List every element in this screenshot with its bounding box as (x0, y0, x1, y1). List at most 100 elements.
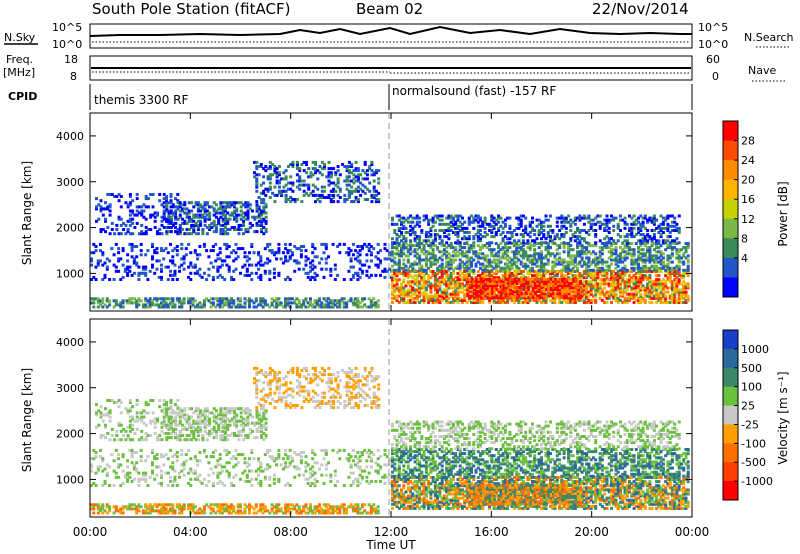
power-cell (185, 215, 189, 219)
power-cell (126, 299, 130, 303)
power-cell (358, 259, 362, 263)
power-cell (544, 272, 548, 275)
power-cell (500, 290, 504, 294)
power-cell (540, 290, 544, 294)
power-cell (291, 165, 295, 168)
power-cell (675, 280, 679, 284)
power-cell (205, 213, 209, 217)
power-cell (409, 248, 413, 252)
power-cell (203, 211, 207, 215)
power-cell (391, 258, 394, 262)
power-cell (538, 284, 542, 287)
power-cell (648, 294, 652, 298)
power-cell (329, 181, 333, 185)
power-cell (509, 284, 513, 287)
power-cell (162, 217, 166, 221)
power-cell (456, 296, 460, 300)
power-cell (235, 207, 239, 211)
power-cell (415, 296, 419, 300)
power-cell (655, 300, 659, 304)
power-cell (302, 160, 306, 164)
power-cell (463, 242, 467, 245)
power-cell (531, 274, 534, 278)
power-cell (438, 294, 442, 298)
power-cell (476, 244, 480, 248)
power-cell (558, 286, 562, 289)
power-cell (413, 260, 417, 264)
power-cell (452, 292, 455, 296)
power-cell (218, 265, 222, 269)
power-cell (171, 203, 175, 207)
power-cell (194, 213, 198, 217)
power-cell (286, 297, 290, 301)
power-cell (415, 244, 419, 248)
power-cell (630, 258, 634, 262)
power-cell (262, 201, 266, 205)
power-cell (452, 260, 455, 264)
power-cell (598, 256, 602, 260)
power-cell (363, 163, 367, 166)
power-cell (538, 286, 542, 289)
power-cell (101, 305, 105, 309)
power-cell (458, 266, 462, 270)
power-cell (554, 292, 558, 296)
power-cell (270, 249, 274, 253)
power-cell (101, 253, 105, 257)
power-cell (114, 303, 118, 307)
power-cell (268, 165, 272, 168)
power-cell (598, 292, 602, 296)
power-cell (253, 160, 256, 164)
power-cell (661, 241, 665, 245)
power-cell (442, 282, 446, 286)
power-cell (641, 220, 645, 224)
power-cell (569, 300, 573, 304)
power-cell (616, 288, 620, 292)
power-cell (482, 292, 486, 296)
power-cell (503, 246, 507, 250)
power-cell (472, 272, 476, 275)
power-cell (447, 268, 451, 272)
power-cell (259, 273, 263, 277)
power-cell (567, 214, 571, 218)
power-cell (160, 267, 163, 271)
power-cell (503, 244, 507, 248)
power-cell (171, 255, 175, 259)
power-cell (304, 255, 308, 259)
power-cell (173, 273, 177, 277)
power-cell (433, 256, 437, 260)
power-cell (558, 270, 562, 273)
power-cell (576, 254, 580, 258)
power-cell (198, 253, 202, 257)
power-cell (621, 292, 625, 296)
power-cell (540, 231, 543, 234)
power-cell (404, 300, 408, 304)
power-cell (491, 277, 495, 281)
power-cell (140, 209, 144, 213)
power-cell (151, 265, 154, 269)
power-cell (625, 298, 629, 302)
power-cell (497, 300, 501, 304)
power-cell (463, 292, 467, 296)
power-cell (157, 297, 161, 301)
power-cell (607, 278, 611, 282)
power-cell (641, 284, 645, 288)
power-cell (454, 233, 458, 237)
power-cell (140, 223, 144, 227)
power-cell (239, 305, 242, 309)
power-cell (677, 280, 681, 284)
power-cell (623, 284, 627, 288)
power-cell (490, 250, 494, 254)
power-cell (415, 216, 419, 220)
power-cell (318, 303, 321, 307)
power-cell (479, 266, 482, 270)
power-cell (470, 290, 474, 294)
power-cell (494, 262, 498, 266)
power-cell (452, 278, 455, 282)
power-cell (531, 296, 535, 300)
power-cell (356, 297, 360, 301)
power-cell (167, 213, 171, 217)
power-cell (454, 220, 458, 224)
power-cell (664, 226, 668, 230)
power-cell (456, 272, 460, 275)
power-cell (174, 215, 178, 219)
